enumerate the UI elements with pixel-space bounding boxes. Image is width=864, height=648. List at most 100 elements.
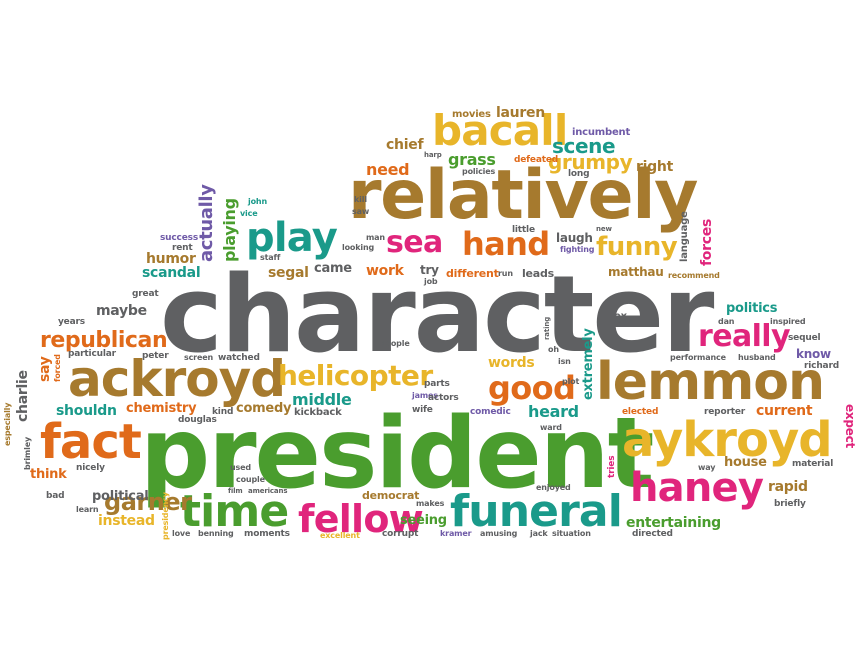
word-instead: instead [98,513,155,529]
word-rapid: rapid [768,479,808,495]
word-saw: saw [352,207,370,216]
word-job: job [424,277,438,286]
word-love: love [172,529,191,538]
word-playing: playing [220,198,239,262]
word-funny: funny [596,232,678,262]
word-couple: couple [236,475,265,484]
word-way: way [698,463,716,472]
word-success: success [160,233,198,243]
word-heard: heard [528,402,579,421]
word-haney: haney [630,465,764,511]
word-seeing: seeing [400,513,447,528]
word-briefly: briefly [774,499,806,509]
word-kind: kind [212,407,234,417]
word-aykroyd: aykroyd [622,412,833,468]
word-segal: segal [268,265,309,281]
word-scene: scene [552,134,616,158]
word-material: material [792,459,834,469]
word-forces: forces [699,218,715,266]
word-ackroyd: ackroyd [68,350,286,408]
word-expect: expect [843,404,857,449]
word-dan: dan [718,317,735,326]
word-say: say [37,356,53,382]
word-brimley: brimley [23,436,32,470]
word-political: political [92,489,149,504]
word-nicely: nicely [76,463,105,473]
word-fighting: fighting [560,245,595,254]
word-movies: movies [452,109,491,120]
word-ward: ward [540,423,562,432]
word-kill: kill [354,195,367,204]
word-sequel: sequel [788,333,821,343]
word-bad: bad [46,491,65,501]
word-entertaining: entertaining [626,515,721,531]
word-grumpy: grumpy [548,150,633,174]
word-defeated: defeated [514,155,559,165]
word-funeral: funeral [450,486,623,537]
word-watched: watched [218,353,260,363]
word-middle: middle [292,390,352,409]
word-language: language [679,211,690,262]
word-sea: sea [386,225,443,260]
word-hand: hand [462,225,550,263]
word-forced: forced [53,354,62,382]
word-douglas: douglas [178,415,217,425]
word-great: great [132,289,159,299]
word-right: right [636,159,673,175]
word-words: words [488,355,535,371]
word-fact: fact [40,414,142,470]
word-looking: looking [342,243,375,252]
word-years: years [58,317,85,327]
word-used: used [230,463,251,472]
word-oh: oh [548,345,559,354]
word-politics: politics [726,301,778,316]
word-incumbent: incumbent [572,127,631,138]
word-learn: learn [76,505,99,514]
word-actors: actors [428,393,459,403]
word-president: president [140,397,654,511]
word-need: need [366,160,410,179]
word-good: good [488,369,576,407]
word-garner: garner [104,488,192,516]
word-isn: isn [558,357,571,366]
word-jack: jack [530,529,548,538]
word-wife: wife [412,405,433,415]
word-shouldn: shouldn [56,403,117,419]
word-lemmon: lemmon [596,352,825,412]
word-run: run [498,269,513,278]
word-staff: staff [260,253,281,262]
word-man: man [366,233,385,242]
word-matthau: matthau [608,265,664,279]
word-really: really [698,319,791,354]
word-inspired: inspired [770,317,806,326]
word-scandal: scandal [142,265,201,281]
word-house: house [724,455,767,470]
word-laugh: laugh [556,231,593,245]
word-especially: especially [3,402,12,446]
word-excellent: excellent [320,531,360,540]
word-presidency: presidency [161,492,170,540]
word-character: character [160,253,714,376]
word-democrat: democrat [362,489,420,502]
word-term: term [614,317,633,325]
word-try: try [420,263,439,277]
word-grass: grass [448,150,496,169]
word-fellow: fellow [298,497,424,541]
word-comedic: comedic [470,407,511,417]
word-husband: husband [738,353,776,362]
word-kickback: kickback [294,407,342,418]
word-little: little [512,225,535,235]
word-bacall: bacall [432,106,568,155]
word-humor: humor [146,251,196,267]
word-helicopter: helicopter [278,359,433,392]
word-know: know [796,347,831,361]
word-harp: harp [424,151,442,159]
word-policies: policies [462,167,496,176]
word-think: think [30,467,67,482]
word-film: film [228,487,243,495]
word-enjoyed: enjoyed [536,483,571,492]
word-play: play [246,215,338,261]
word-maybe: maybe [96,303,147,319]
word-time: time [180,486,289,537]
